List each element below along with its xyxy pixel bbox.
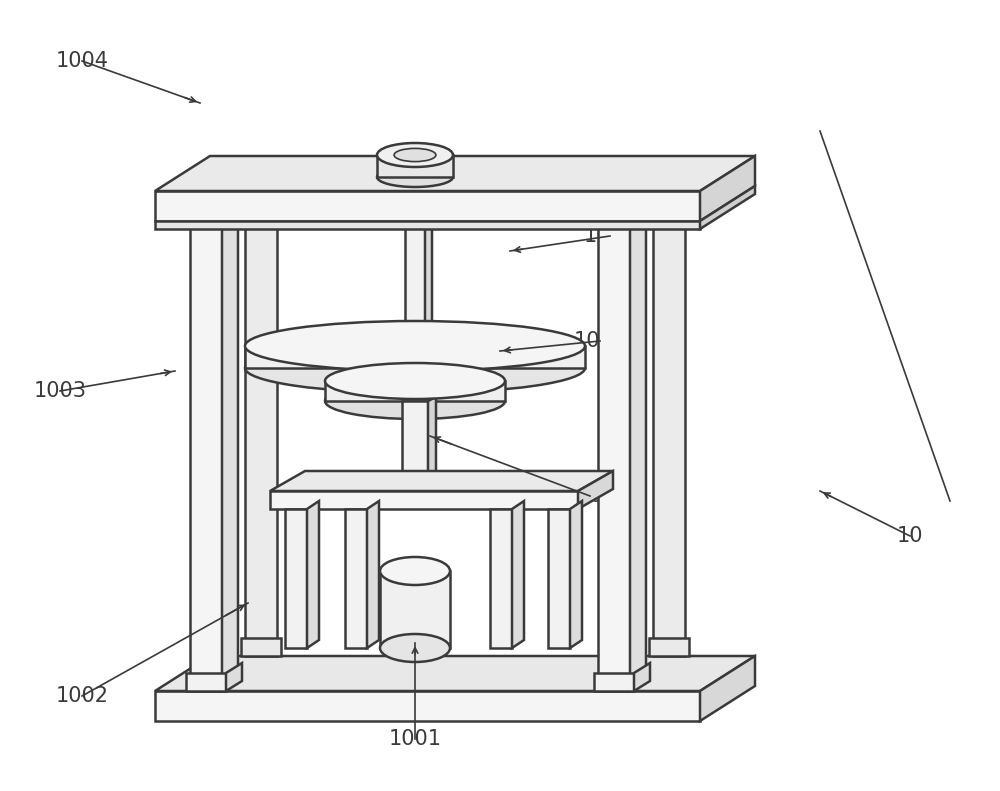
Polygon shape: [700, 186, 755, 229]
Polygon shape: [634, 663, 650, 691]
Polygon shape: [245, 186, 277, 656]
Polygon shape: [241, 638, 281, 656]
Polygon shape: [155, 691, 700, 721]
Ellipse shape: [394, 149, 436, 161]
Ellipse shape: [377, 167, 453, 187]
Polygon shape: [700, 156, 755, 221]
Polygon shape: [270, 491, 578, 509]
Polygon shape: [307, 501, 319, 648]
Polygon shape: [285, 509, 307, 648]
Text: 1003: 1003: [34, 381, 87, 401]
Ellipse shape: [380, 634, 450, 662]
Polygon shape: [222, 211, 238, 691]
Polygon shape: [270, 471, 613, 491]
Text: 1001: 1001: [389, 729, 442, 749]
Text: 1004: 1004: [56, 51, 109, 71]
Ellipse shape: [245, 321, 585, 371]
Text: 1002: 1002: [56, 686, 109, 706]
Ellipse shape: [245, 343, 585, 393]
Polygon shape: [405, 221, 425, 346]
Text: 1005: 1005: [584, 226, 637, 246]
Ellipse shape: [325, 363, 505, 399]
Polygon shape: [186, 673, 226, 691]
Polygon shape: [649, 638, 689, 656]
Ellipse shape: [325, 383, 505, 419]
Polygon shape: [630, 211, 646, 691]
Polygon shape: [226, 663, 242, 691]
Polygon shape: [155, 656, 755, 691]
Polygon shape: [377, 155, 453, 177]
Polygon shape: [155, 156, 755, 191]
Polygon shape: [245, 346, 585, 368]
Polygon shape: [512, 501, 524, 648]
Polygon shape: [490, 509, 512, 648]
Polygon shape: [402, 401, 428, 491]
Text: 1006: 1006: [573, 331, 627, 351]
Polygon shape: [653, 186, 685, 656]
Polygon shape: [345, 509, 367, 648]
Polygon shape: [380, 571, 450, 648]
Polygon shape: [578, 471, 613, 509]
Polygon shape: [700, 656, 755, 721]
Polygon shape: [190, 221, 222, 691]
Polygon shape: [548, 509, 570, 648]
Polygon shape: [570, 501, 582, 648]
Polygon shape: [325, 381, 505, 401]
Text: 1007: 1007: [564, 486, 616, 506]
Polygon shape: [428, 397, 436, 491]
Polygon shape: [425, 217, 432, 346]
Ellipse shape: [380, 557, 450, 585]
Text: 10: 10: [897, 526, 923, 546]
Polygon shape: [155, 221, 700, 229]
Polygon shape: [594, 673, 634, 691]
Polygon shape: [155, 191, 700, 221]
Polygon shape: [367, 501, 379, 648]
Polygon shape: [598, 221, 630, 691]
Ellipse shape: [377, 143, 453, 167]
